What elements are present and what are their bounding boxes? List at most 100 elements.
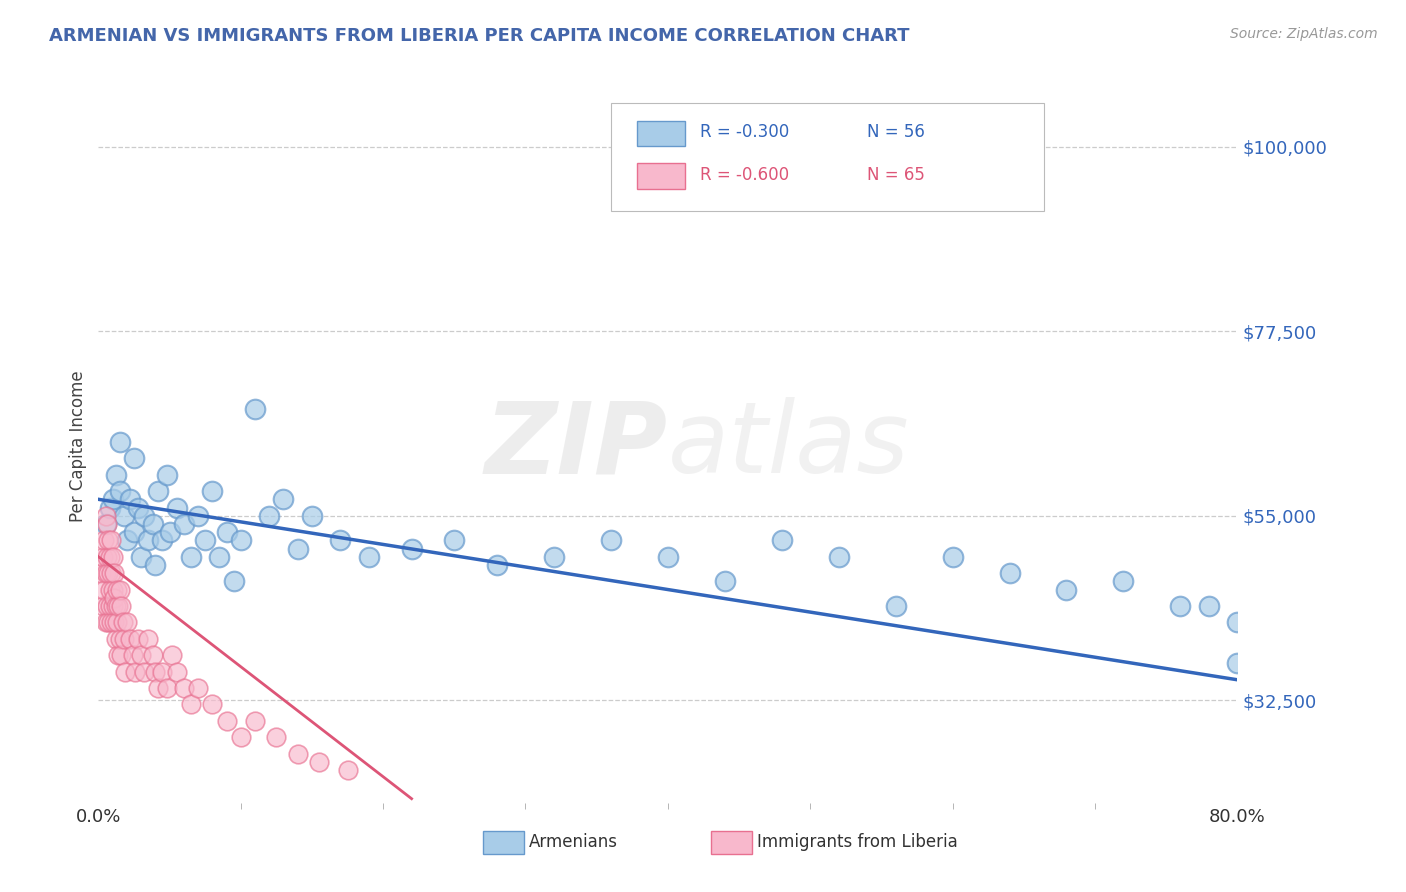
Point (173, 516, 195, 531)
FancyBboxPatch shape (612, 103, 1043, 211)
Point (152, 533, 174, 548)
Point (336, 763, 359, 777)
Point (998, 566, 1021, 581)
Point (148, 484, 170, 499)
Point (104, 632, 127, 646)
Point (132, 508, 155, 523)
Point (141, 516, 163, 531)
Point (103, 615, 125, 630)
Point (114, 665, 136, 679)
Point (129, 549, 152, 564)
Point (107, 648, 129, 662)
Point (132, 665, 155, 679)
Text: Immigrants from Liberia: Immigrants from Liberia (756, 833, 957, 851)
Point (93, 533, 115, 548)
Point (215, 525, 238, 540)
Point (162, 648, 184, 662)
Point (166, 665, 188, 679)
Text: ARMENIAN VS IMMIGRANTS FROM LIBERIA PER CAPITA INCOME CORRELATION CHART: ARMENIAN VS IMMIGRANTS FROM LIBERIA PER … (49, 27, 910, 45)
Point (180, 549, 202, 564)
Point (1226, 615, 1249, 630)
Point (166, 500, 188, 515)
Point (201, 698, 224, 712)
Point (110, 648, 132, 662)
Point (357, 549, 380, 564)
Point (122, 451, 145, 466)
Point (828, 549, 851, 564)
Point (1170, 599, 1192, 613)
FancyBboxPatch shape (711, 831, 752, 855)
Point (105, 615, 128, 630)
Point (94, 516, 117, 531)
Point (94, 615, 117, 630)
Point (201, 484, 224, 499)
Point (98, 582, 121, 597)
Point (115, 615, 138, 630)
Text: R = -0.600: R = -0.600 (700, 166, 789, 184)
Point (187, 508, 209, 523)
Text: Source: ZipAtlas.com: Source: ZipAtlas.com (1230, 27, 1378, 41)
Point (301, 508, 323, 523)
Point (657, 549, 679, 564)
Point (187, 681, 209, 695)
Point (91, 549, 114, 564)
Point (287, 541, 309, 556)
Point (152, 665, 174, 679)
Point (148, 681, 170, 695)
FancyBboxPatch shape (484, 831, 524, 855)
Point (942, 549, 965, 564)
Point (222, 574, 245, 589)
Point (94, 508, 117, 523)
Point (97, 615, 120, 630)
Point (104, 467, 127, 482)
Point (91, 599, 114, 613)
Point (141, 648, 163, 662)
Point (127, 632, 149, 646)
Point (259, 508, 281, 523)
Point (118, 632, 141, 646)
Point (97, 533, 120, 548)
Point (127, 500, 149, 515)
Point (96, 599, 118, 613)
Point (770, 533, 793, 548)
Point (108, 484, 131, 499)
Point (156, 467, 179, 482)
Point (111, 615, 134, 630)
Text: atlas: atlas (668, 398, 910, 494)
Point (101, 599, 124, 613)
Point (112, 632, 135, 646)
Point (107, 599, 129, 613)
Point (124, 665, 146, 679)
Point (101, 582, 124, 597)
Point (122, 525, 145, 540)
Point (1056, 582, 1078, 597)
Point (180, 698, 202, 712)
Point (243, 402, 266, 417)
Point (100, 566, 122, 581)
Text: ZIP: ZIP (485, 398, 668, 494)
Point (115, 533, 138, 548)
Point (208, 549, 231, 564)
Point (129, 648, 152, 662)
Point (97, 566, 120, 581)
Point (401, 541, 423, 556)
Point (90, 566, 112, 581)
Point (108, 582, 131, 597)
Point (96, 549, 118, 564)
Point (136, 632, 159, 646)
Point (600, 533, 623, 548)
Point (104, 599, 127, 613)
Point (118, 492, 141, 507)
Point (194, 533, 217, 548)
Point (96, 516, 118, 531)
Point (105, 582, 128, 597)
Point (229, 533, 252, 548)
Point (121, 648, 143, 662)
Text: N = 65: N = 65 (868, 166, 925, 184)
Point (110, 599, 132, 613)
Point (173, 681, 195, 695)
Point (1112, 574, 1135, 589)
Point (329, 533, 352, 548)
Point (287, 747, 309, 761)
Point (108, 632, 131, 646)
